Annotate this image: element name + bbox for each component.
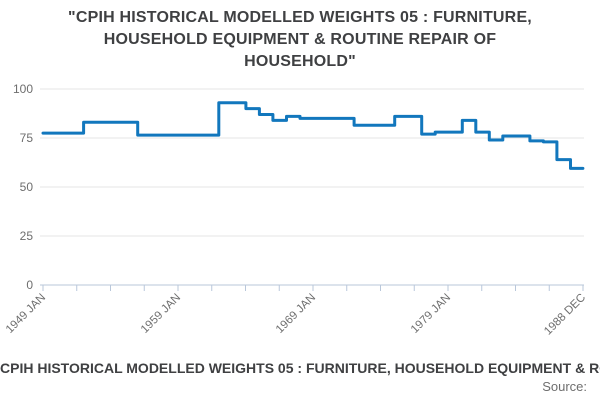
source-label: Source:	[542, 379, 587, 394]
footer-series-title: CPIH HISTORICAL MODELLED WEIGHTS 05 : FU…	[0, 360, 600, 379]
x-axis-label: 1959 JAN	[139, 292, 183, 336]
chart-title: "CPIH HISTORICAL MODELLED WEIGHTS 05 : F…	[68, 9, 532, 70]
y-axis-label: 75	[20, 131, 34, 145]
y-axis-label: 50	[20, 180, 34, 194]
x-axis-label: 1979 JAN	[409, 292, 453, 336]
y-axis-label: 100	[13, 82, 33, 96]
y-axis-label: 0	[26, 278, 33, 292]
y-axis-label: 25	[20, 229, 34, 243]
x-axis-label: 1969 JAN	[274, 292, 318, 336]
footer-series-title-text: CPIH HISTORICAL MODELLED WEIGHTS 05 : FU…	[0, 360, 600, 376]
x-axis-label: 1949 JAN	[4, 292, 48, 336]
series-line	[41, 101, 585, 170]
x-axis-label: 1988 DEC	[542, 292, 588, 338]
